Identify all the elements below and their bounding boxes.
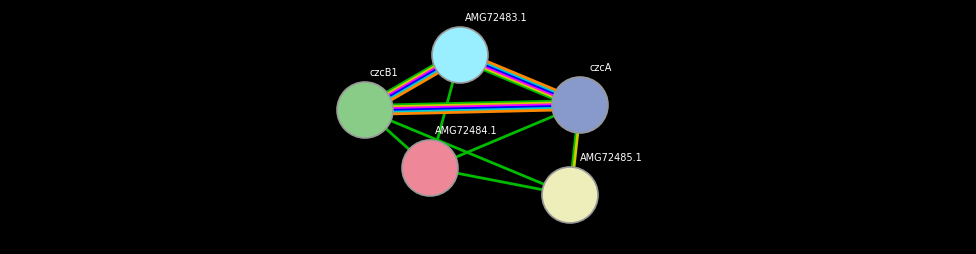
- Circle shape: [337, 82, 393, 138]
- Text: AMG72485.1: AMG72485.1: [580, 153, 643, 163]
- Text: AMG72483.1: AMG72483.1: [465, 13, 528, 23]
- Circle shape: [552, 77, 608, 133]
- Text: czcB1: czcB1: [370, 68, 398, 78]
- Text: czcA: czcA: [590, 63, 612, 73]
- Text: AMG72484.1: AMG72484.1: [435, 126, 498, 136]
- Circle shape: [402, 140, 458, 196]
- Circle shape: [542, 167, 598, 223]
- Circle shape: [432, 27, 488, 83]
